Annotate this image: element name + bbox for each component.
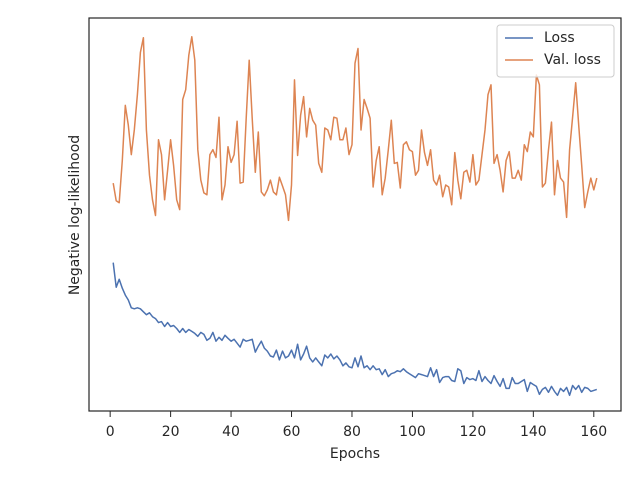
line-series: [112, 35, 598, 222]
legend-label: Loss: [544, 30, 575, 46]
x-tick-label: 0: [106, 424, 115, 440]
x-tick-label: 80: [343, 424, 361, 440]
line-series: [112, 262, 598, 397]
x-tick-label: 20: [162, 424, 180, 440]
plot-frame: [88, 17, 622, 412]
y-axis-label: Negative log-likelihood: [67, 135, 83, 295]
x-tick-label: 100: [399, 424, 426, 440]
x-axis-label: Epochs: [330, 446, 380, 462]
legend-label: Val. loss: [544, 52, 601, 68]
x-tick-label: 60: [283, 424, 301, 440]
x-tick-label: 40: [222, 424, 240, 440]
x-tick-label: 120: [460, 424, 487, 440]
x-tick-label: 140: [520, 424, 547, 440]
x-tick-label: 160: [580, 424, 607, 440]
